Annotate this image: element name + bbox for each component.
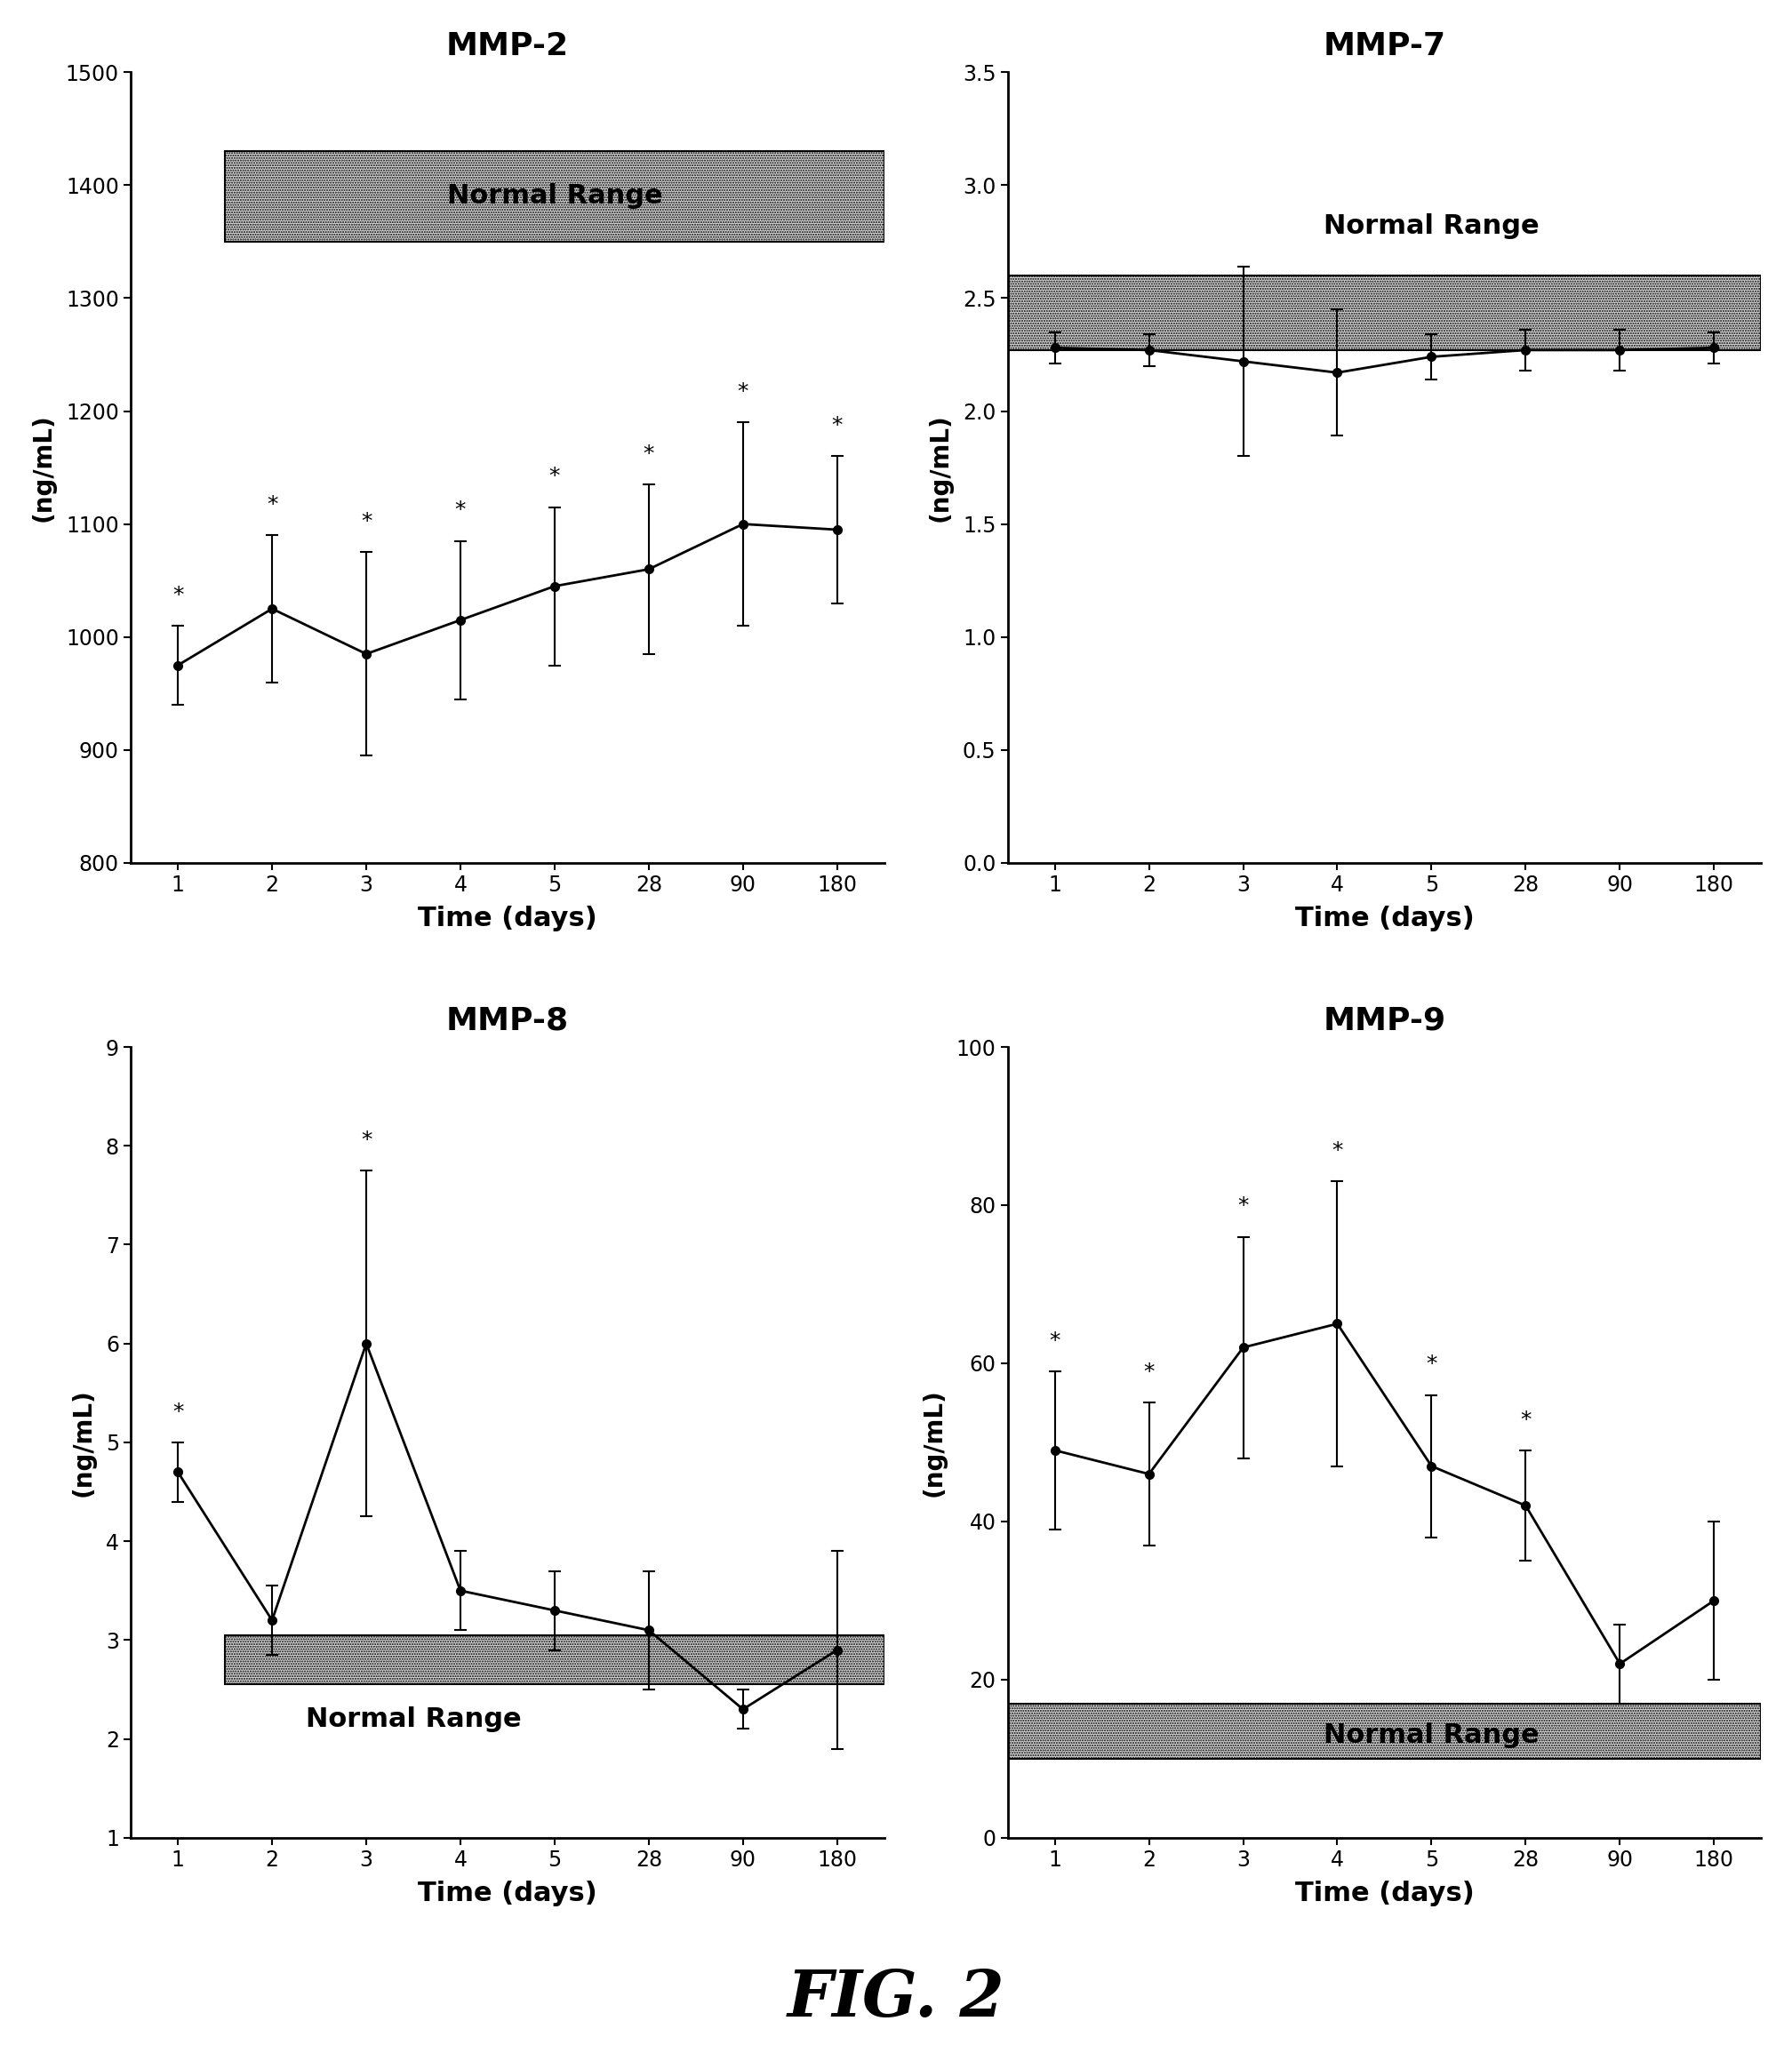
Y-axis label: (ng/mL): (ng/mL)	[928, 414, 953, 521]
Text: *: *	[548, 466, 561, 486]
Text: *: *	[1426, 1354, 1437, 1375]
Text: *: *	[1050, 1329, 1061, 1352]
Bar	[226, 1634, 883, 1684]
X-axis label: Time (days): Time (days)	[418, 1882, 597, 1906]
Bar	[226, 150, 883, 241]
Text: *: *	[643, 443, 654, 464]
Text: *: *	[1520, 1410, 1530, 1430]
Text: *: *	[172, 585, 183, 606]
Text: *: *	[1331, 1140, 1342, 1162]
X-axis label: Time (days): Time (days)	[1296, 1882, 1475, 1906]
Text: Normal Range: Normal Range	[305, 1707, 521, 1731]
X-axis label: Time (days): Time (days)	[418, 907, 597, 932]
Y-axis label: (ng/mL): (ng/mL)	[70, 1389, 95, 1496]
Text: *: *	[455, 501, 466, 521]
Text: Normal Range: Normal Range	[446, 183, 663, 210]
Title: MMP-2: MMP-2	[446, 31, 568, 62]
Title: MMP-7: MMP-7	[1322, 31, 1446, 62]
Bar	[1007, 276, 1762, 350]
Text: *: *	[831, 414, 842, 437]
Text: *: *	[267, 495, 278, 515]
Title: MMP-9: MMP-9	[1322, 1006, 1446, 1037]
Y-axis label: (ng/mL): (ng/mL)	[921, 1389, 946, 1496]
Bar	[1007, 1702, 1762, 1758]
Text: *: *	[1143, 1362, 1154, 1383]
Text: *: *	[1238, 1195, 1249, 1216]
Y-axis label: (ng/mL): (ng/mL)	[30, 414, 56, 521]
Text: *: *	[360, 511, 371, 532]
Text: Normal Range: Normal Range	[1324, 212, 1539, 239]
Text: *: *	[360, 1129, 371, 1150]
Text: Normal Range: Normal Range	[1324, 1723, 1539, 1748]
Text: *: *	[172, 1401, 183, 1422]
Text: *: *	[738, 381, 749, 402]
X-axis label: Time (days): Time (days)	[1296, 907, 1475, 932]
Text: FIG. 2: FIG. 2	[787, 1966, 1005, 2030]
Title: MMP-8: MMP-8	[446, 1006, 568, 1037]
